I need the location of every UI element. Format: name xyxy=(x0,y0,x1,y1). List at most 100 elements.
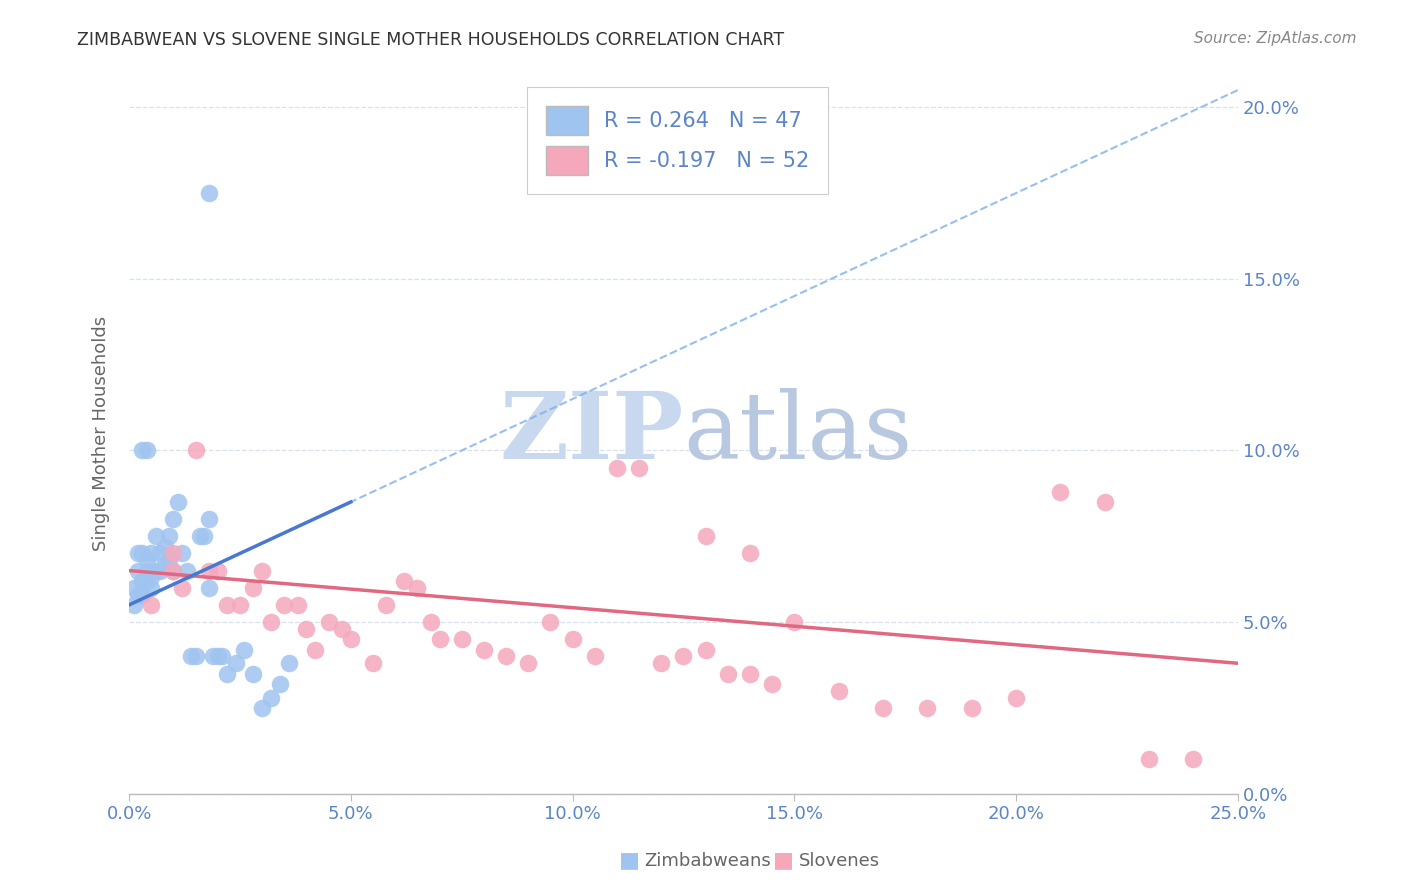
Point xyxy=(295,622,318,636)
Point xyxy=(472,642,495,657)
Point xyxy=(783,615,806,629)
Point xyxy=(606,460,628,475)
Point xyxy=(157,553,180,567)
Point xyxy=(1049,484,1071,499)
Point xyxy=(250,701,273,715)
Point xyxy=(131,588,153,602)
Point xyxy=(1094,495,1116,509)
Text: Zimbabweans: Zimbabweans xyxy=(644,852,770,870)
Point xyxy=(162,546,184,560)
Point xyxy=(406,581,429,595)
Point xyxy=(583,649,606,664)
Point xyxy=(141,570,163,584)
Point xyxy=(131,443,153,458)
Point xyxy=(162,564,184,578)
Point xyxy=(340,632,363,647)
Point xyxy=(122,598,145,612)
Point xyxy=(122,581,145,595)
Point xyxy=(141,598,163,612)
Point xyxy=(717,666,740,681)
Point xyxy=(162,564,184,578)
Point xyxy=(273,598,295,612)
Point xyxy=(141,581,163,595)
Point xyxy=(738,546,761,560)
Point xyxy=(127,588,149,602)
Point xyxy=(141,546,163,560)
Point xyxy=(193,529,215,543)
Point xyxy=(375,598,398,612)
Point xyxy=(250,564,273,578)
Text: Source: ZipAtlas.com: Source: ZipAtlas.com xyxy=(1194,31,1357,46)
Point xyxy=(131,546,153,560)
Point xyxy=(172,546,194,560)
Text: ■: ■ xyxy=(619,850,640,870)
Point xyxy=(695,642,717,657)
Point xyxy=(135,564,157,578)
Point xyxy=(1005,690,1028,705)
Point xyxy=(419,615,441,629)
Point xyxy=(628,460,651,475)
Point xyxy=(495,649,517,664)
Point xyxy=(167,495,190,509)
Point xyxy=(392,574,415,588)
Point xyxy=(215,598,238,612)
Point xyxy=(198,564,221,578)
Point xyxy=(162,512,184,526)
Text: Slovenes: Slovenes xyxy=(799,852,880,870)
Point xyxy=(229,598,252,612)
Point xyxy=(149,564,172,578)
Point xyxy=(188,529,211,543)
Point xyxy=(198,512,221,526)
Point xyxy=(145,564,167,578)
Point xyxy=(242,666,264,681)
Point xyxy=(153,540,176,554)
Point xyxy=(330,622,353,636)
Point xyxy=(127,546,149,560)
Point xyxy=(517,657,540,671)
Point xyxy=(184,649,207,664)
Point xyxy=(1137,752,1160,766)
Point xyxy=(153,557,176,571)
Text: ■: ■ xyxy=(773,850,794,870)
Point xyxy=(361,657,384,671)
Point xyxy=(827,683,849,698)
Point xyxy=(304,642,326,657)
Point xyxy=(135,574,157,588)
Point xyxy=(260,690,283,705)
Point xyxy=(202,649,225,664)
Point xyxy=(277,657,299,671)
Point xyxy=(695,529,717,543)
Point xyxy=(135,443,157,458)
Point xyxy=(269,677,291,691)
Point xyxy=(215,666,238,681)
Point xyxy=(233,642,256,657)
Text: ZIMBABWEAN VS SLOVENE SINGLE MOTHER HOUSEHOLDS CORRELATION CHART: ZIMBABWEAN VS SLOVENE SINGLE MOTHER HOUS… xyxy=(77,31,785,49)
Point xyxy=(145,529,167,543)
Point xyxy=(180,649,202,664)
Point xyxy=(960,701,983,715)
Point xyxy=(1182,752,1205,766)
Point xyxy=(127,564,149,578)
Point xyxy=(149,546,172,560)
Point xyxy=(172,581,194,595)
Point xyxy=(198,581,221,595)
Point xyxy=(538,615,561,629)
Point xyxy=(429,632,451,647)
Point xyxy=(561,632,583,647)
Y-axis label: Single Mother Households: Single Mother Households xyxy=(93,316,110,551)
Point xyxy=(260,615,283,629)
Text: atlas: atlas xyxy=(683,388,912,478)
Point xyxy=(176,564,198,578)
Point xyxy=(207,564,229,578)
Point xyxy=(738,666,761,681)
Point xyxy=(242,581,264,595)
Point xyxy=(131,574,153,588)
Point xyxy=(184,443,207,458)
Point xyxy=(318,615,340,629)
Point xyxy=(225,657,247,671)
Point xyxy=(287,598,309,612)
Point xyxy=(872,701,894,715)
Point xyxy=(198,186,221,200)
Legend: R = 0.264   N = 47, R = -0.197   N = 52: R = 0.264 N = 47, R = -0.197 N = 52 xyxy=(527,87,828,194)
Point xyxy=(135,553,157,567)
